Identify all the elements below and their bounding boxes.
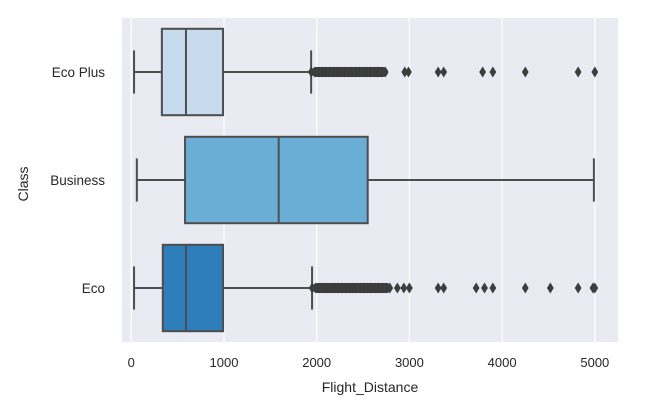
- box-group: [133, 243, 599, 333]
- outlier-point: [379, 282, 386, 294]
- outlier-point: [357, 282, 364, 294]
- y-axis-label: Class: [15, 166, 31, 201]
- outlier-point: [591, 66, 599, 78]
- category-label: Eco Plus: [52, 65, 106, 80]
- outlier-point: [308, 282, 316, 294]
- x-tick-labels: 0 1000 2000 3000 4000 5000: [128, 355, 610, 370]
- outlier-point: [521, 282, 529, 294]
- outlier-point: [591, 282, 599, 294]
- outlier-point: [349, 282, 357, 294]
- outlier-point: [434, 66, 442, 78]
- outlier-point: [345, 66, 352, 78]
- outlier-point: [440, 282, 448, 294]
- box-group: [133, 27, 599, 117]
- outlier-point: [546, 282, 554, 294]
- outlier-point: [353, 282, 360, 294]
- outlier-point: [323, 282, 331, 294]
- outlier-point: [327, 282, 334, 294]
- x-axis-label: Flight_Distance: [322, 379, 419, 395]
- outlier-point: [352, 66, 359, 78]
- outlier-point: [312, 282, 319, 294]
- outlier-point: [333, 66, 341, 78]
- outlier-point: [360, 282, 368, 294]
- outlier-point: [440, 66, 448, 78]
- outlier-point: [315, 66, 322, 78]
- iqr-box: [184, 135, 369, 225]
- outlier-point: [316, 282, 323, 294]
- category-label: Eco: [82, 281, 105, 296]
- outlier-point: [481, 282, 488, 294]
- outlier-point: [348, 66, 356, 78]
- outlier-point: [393, 282, 401, 294]
- outlier-point: [574, 282, 582, 294]
- boxes: [133, 27, 599, 333]
- outlier-point: [374, 66, 382, 78]
- x-tick-label: 2000: [302, 355, 331, 370]
- outlier-point: [386, 282, 394, 294]
- outlier-point: [521, 66, 529, 78]
- outlier-point: [311, 66, 319, 78]
- outlier-point: [401, 66, 409, 78]
- outlier-point: [371, 282, 379, 294]
- outlier-point: [319, 282, 327, 294]
- outlier-point: [382, 66, 389, 78]
- outlier-point: [319, 66, 326, 78]
- x-tick-label: 3000: [395, 355, 424, 370]
- outlier-point: [331, 282, 338, 294]
- outlier-point: [341, 66, 348, 78]
- outlier-point: [367, 66, 374, 78]
- outlier-point: [472, 282, 480, 294]
- outlier-point: [338, 282, 345, 294]
- x-tick-label: 1000: [210, 355, 239, 370]
- category-label: Business: [50, 173, 105, 188]
- iqr-box: [160, 27, 225, 117]
- iqr-box: [161, 243, 225, 333]
- x-tick-label: 4000: [488, 355, 517, 370]
- outlier-point: [405, 66, 412, 78]
- outlier-point: [370, 66, 378, 78]
- outlier-point: [400, 282, 408, 294]
- outlier-point: [434, 282, 442, 294]
- x-tick-label: 0: [128, 355, 135, 370]
- outlier-point: [307, 66, 315, 78]
- outlier-point: [378, 66, 385, 78]
- outlier-point: [356, 66, 363, 78]
- outlier-point: [326, 66, 333, 78]
- outlier-point: [334, 282, 342, 294]
- outlier-point: [342, 282, 349, 294]
- outlier-point: [574, 66, 582, 78]
- x-tick-label: 5000: [580, 355, 609, 370]
- outlier-point: [479, 66, 487, 78]
- outlier-point: [359, 66, 367, 78]
- outlier-point: [375, 282, 383, 294]
- outlier-point: [406, 282, 413, 294]
- box-group: [135, 135, 595, 225]
- outlier-point: [345, 282, 353, 294]
- outlier-point: [383, 282, 390, 294]
- outlier-point: [364, 282, 371, 294]
- outlier-point: [368, 282, 375, 294]
- category-labels: Eco Plus Business Eco: [50, 65, 105, 296]
- outlier-point: [337, 66, 344, 78]
- outlier-point: [322, 66, 330, 78]
- outlier-point: [489, 282, 497, 294]
- outlier-point: [330, 66, 337, 78]
- outlier-point: [363, 66, 370, 78]
- outlier-point: [489, 66, 497, 78]
